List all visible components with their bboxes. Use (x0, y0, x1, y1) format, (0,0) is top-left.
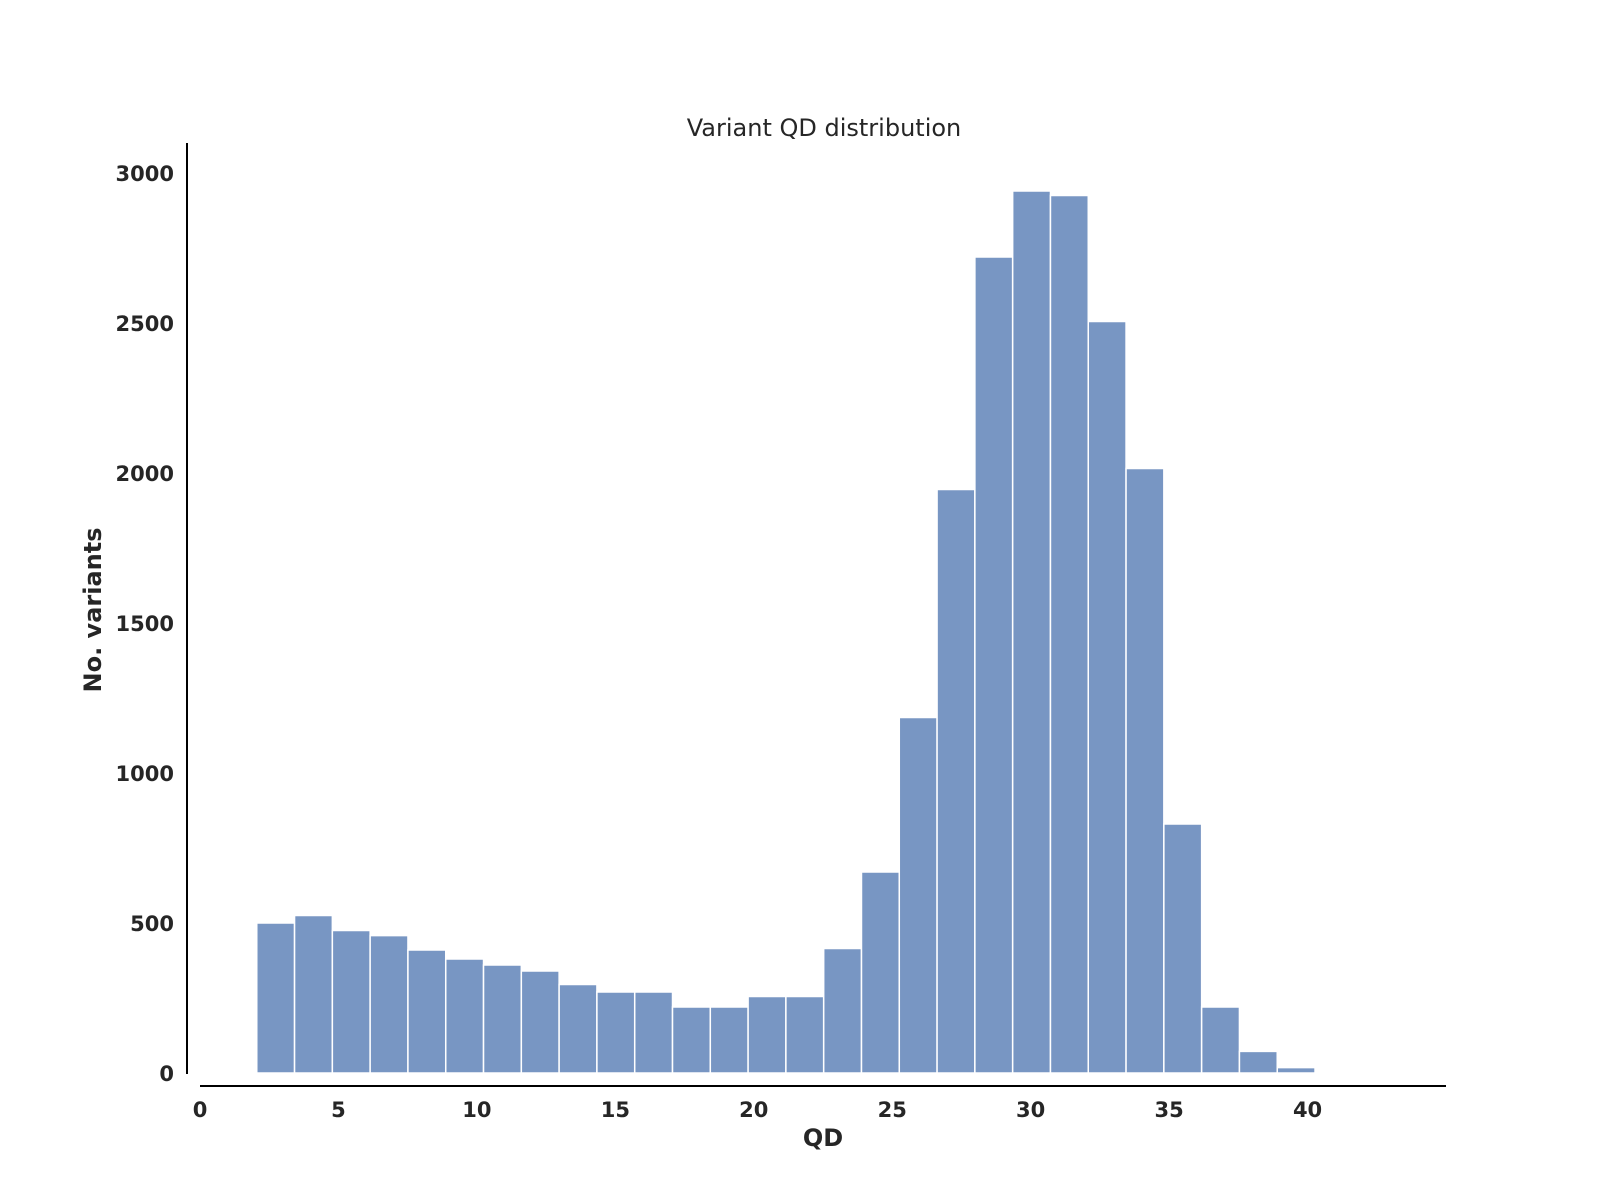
x-tick-label-0: 0 (193, 1098, 208, 1122)
histogram-bar-26 (1238, 1050, 1278, 1074)
histogram-bar-12 (709, 1006, 749, 1074)
x-tick-label-20: 20 (739, 1098, 768, 1122)
x-tick-label-30: 30 (1016, 1098, 1045, 1122)
y-tick-label-1500: 1500 (116, 612, 174, 636)
x-tick-label-40: 40 (1293, 1098, 1322, 1122)
y-tick-label-3000: 3000 (116, 162, 174, 186)
histogram-bar-4 (407, 949, 447, 1074)
histogram-bar-5 (444, 958, 485, 1074)
y-tick-label-500: 500 (130, 912, 174, 936)
histogram-bar-20 (1011, 190, 1052, 1074)
histogram-bar-27 (1276, 1066, 1316, 1074)
histogram-bar-13 (747, 995, 787, 1074)
histogram-bar-19 (974, 256, 1014, 1074)
histogram-bar-16 (860, 871, 901, 1074)
histogram-bar-18 (936, 488, 976, 1074)
histogram-bar-23 (1125, 467, 1165, 1074)
histogram-bar-25 (1200, 1006, 1241, 1074)
histogram-bar-6 (482, 964, 523, 1074)
x-tick-label-10: 10 (462, 1098, 491, 1122)
histogram-bar-0 (256, 922, 296, 1074)
y-tick-label-1000: 1000 (116, 762, 174, 786)
x-axis-label: QD (803, 1124, 843, 1152)
x-tick-label-15: 15 (601, 1098, 630, 1122)
histogram-bar-21 (1049, 194, 1090, 1074)
x-tick-label-35: 35 (1154, 1098, 1183, 1122)
x-ticks-group: 0 5 10 15 20 25 30 35 40 (193, 1098, 1322, 1122)
y-axis-label: No. variants (79, 528, 107, 693)
x-tick-label-25: 25 (878, 1098, 907, 1122)
y-tick-label-2000: 2000 (116, 462, 174, 486)
chart-title: Variant QD distribution (687, 114, 962, 142)
histogram-bar-1 (293, 914, 334, 1074)
histogram-bar-7 (520, 970, 560, 1074)
histogram-bar-17 (898, 716, 938, 1074)
histogram-bar-15 (822, 947, 863, 1074)
bars-group (256, 190, 1316, 1074)
histogram-bar-8 (558, 983, 598, 1074)
histogram-bar-14 (785, 995, 825, 1074)
x-tick-label-5: 5 (331, 1098, 346, 1122)
histogram-bar-24 (1163, 823, 1203, 1074)
y-tick-label-2500: 2500 (116, 312, 174, 336)
histogram-bar-2 (331, 929, 371, 1074)
histogram-bar-11 (671, 1006, 712, 1074)
histogram-bar-3 (369, 934, 409, 1074)
histogram-bar-9 (596, 991, 636, 1074)
histogram-bar-10 (633, 991, 674, 1074)
y-tick-label-0: 0 (159, 1062, 174, 1086)
histogram-bar-22 (1087, 320, 1127, 1074)
y-ticks-group: 0 500 1000 1500 2000 2500 3000 (116, 162, 174, 1086)
